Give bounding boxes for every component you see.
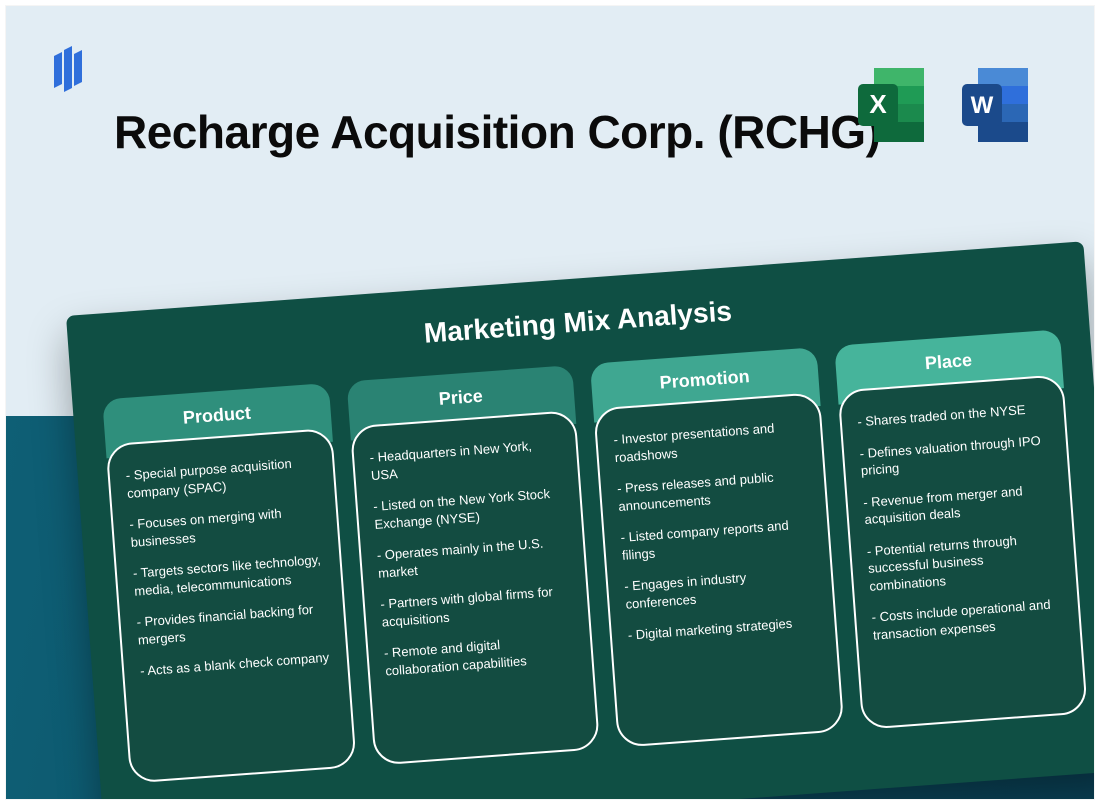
column-promotion: Promotion- Investor presentations and ro… xyxy=(590,347,844,748)
column-product: Product- Special purpose acquisition com… xyxy=(102,383,356,784)
column-body: - Special purpose acquisition company (S… xyxy=(106,428,357,784)
bullet-item: - Operates mainly in the U.S. market xyxy=(376,533,569,582)
column-body: - Investor presentations and roadshows- … xyxy=(593,392,844,748)
bullet-item: - Special purpose acquisition company (S… xyxy=(125,453,318,502)
column-body: - Headquarters in New York, USA- Listed … xyxy=(349,410,600,766)
column-body: - Shares traded on the NYSE- Defines val… xyxy=(837,374,1088,730)
columns-container: Product- Special purpose acquisition com… xyxy=(102,329,1088,783)
bullet-item: - Costs include operational and transact… xyxy=(871,595,1064,644)
bullet-item: - Engages in industry conferences xyxy=(624,564,817,613)
column-price: Price- Headquarters in New York, USA- Li… xyxy=(346,365,600,766)
bullet-item: - Shares traded on the NYSE xyxy=(857,399,1048,430)
page-title: Recharge Acquisition Corp. (RCHG) xyxy=(114,106,880,159)
bullet-item: - Acts as a blank check company xyxy=(140,649,331,680)
infographic-canvas: Recharge Acquisition Corp. (RCHG) X xyxy=(6,6,1094,799)
svg-text:W: W xyxy=(971,92,994,119)
bullet-item: - Listed company reports and filings xyxy=(620,515,813,564)
analysis-card-wrap: Marketing Mix Analysis Product- Special … xyxy=(66,241,1094,799)
bullet-item: - Targets sectors like technology, media… xyxy=(132,551,325,600)
bullet-item: - Revenue from merger and acquisition de… xyxy=(863,480,1056,529)
bullet-item: - Defines valuation through IPO pricing xyxy=(859,431,1052,480)
app-icons-row: X W xyxy=(852,64,1038,146)
analysis-card: Marketing Mix Analysis Product- Special … xyxy=(66,241,1094,799)
brand-logo-icon xyxy=(50,42,94,99)
bullet-item: - Provides financial backing for mergers xyxy=(136,600,329,649)
bullet-item: - Listed on the New York Stock Exchange … xyxy=(373,484,566,533)
svg-text:X: X xyxy=(869,89,887,119)
bullet-item: - Investor presentations and roadshows xyxy=(613,417,806,466)
bullet-item: - Partners with global firms for acquisi… xyxy=(380,582,573,631)
bullet-item: - Press releases and public announcement… xyxy=(617,466,810,515)
excel-icon: X xyxy=(852,64,934,146)
bullet-item: - Remote and digital collaboration capab… xyxy=(383,631,576,680)
bullet-item: - Potential returns through successful b… xyxy=(866,529,1060,595)
bullet-item: - Digital marketing strategies xyxy=(627,613,818,644)
bullet-item: - Focuses on merging with businesses xyxy=(129,502,322,551)
word-icon: W xyxy=(956,64,1038,146)
column-place: Place- Shares traded on the NYSE- Define… xyxy=(834,329,1088,730)
bullet-item: - Headquarters in New York, USA xyxy=(369,435,562,484)
